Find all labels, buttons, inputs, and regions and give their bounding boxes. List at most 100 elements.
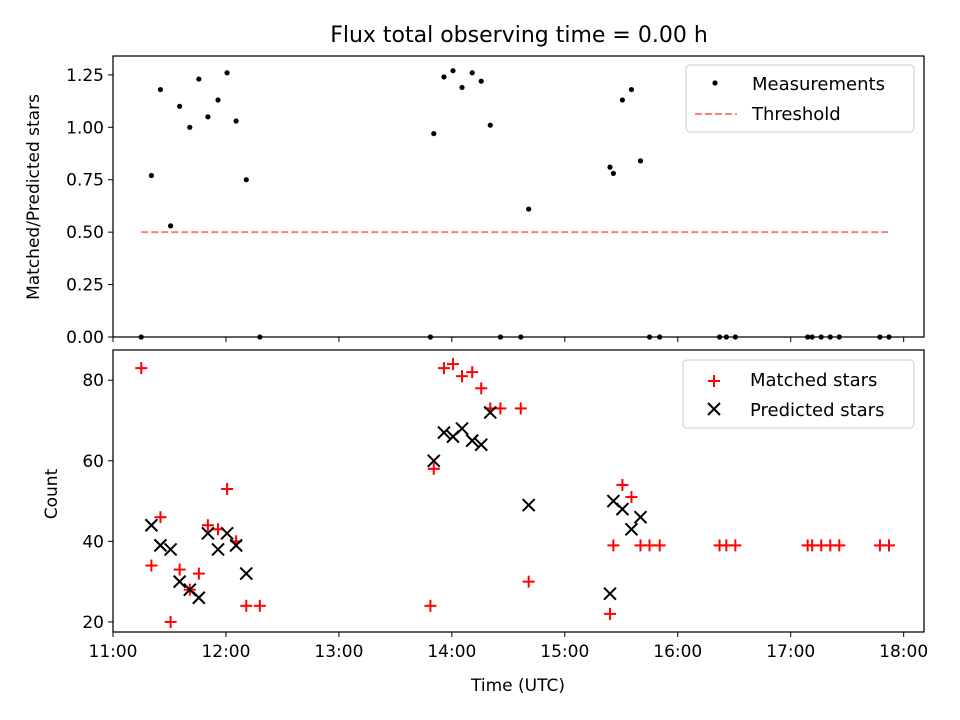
matched-stars-point: [475, 382, 488, 395]
bottom-legend: Matched stars Predicted stars: [682, 359, 915, 429]
matched-stars-point: [201, 519, 214, 532]
predicted-stars-point: [615, 502, 630, 516]
predicted-stars-point: [465, 433, 479, 448]
matched-stars-point: [135, 362, 148, 375]
bottom-series: [135, 358, 895, 628]
matched-stars-point: [427, 462, 440, 475]
legend-measurements-marker: [712, 80, 718, 86]
matched-stars-point: [446, 358, 459, 371]
predicted-stars-point: [427, 454, 441, 468]
bottom-x-tick-label: 13:00: [314, 642, 363, 662]
top-series: [138, 68, 892, 340]
bottom-x-tick-label: 14:00: [427, 642, 476, 662]
bottom-y-tick-label: 40: [82, 532, 104, 552]
top-y-tick-label: 1.25: [66, 66, 104, 86]
matched-stars-point: [494, 402, 507, 415]
bottom-x-tick-label: 12:00: [201, 642, 250, 662]
measurement-point: [526, 206, 532, 212]
predicted-stars-point: [201, 526, 215, 541]
matched-stars-point: [424, 599, 437, 612]
measurement-point: [469, 70, 475, 76]
measurement-point: [187, 124, 193, 130]
matched-stars-point: [625, 491, 638, 504]
measurement-point: [619, 97, 626, 103]
bottom-x-tick-label: 18:00: [879, 642, 928, 662]
predicted-stars-point: [172, 574, 187, 589]
top-y-axis-label: Matched/Predicted stars: [24, 94, 44, 300]
measurement-point: [628, 86, 635, 93]
bottom-x-tick-label: 17:00: [766, 642, 815, 662]
bottom-y-tick-label: 80: [82, 371, 104, 391]
measurement-point: [157, 86, 164, 93]
top-chart-title: Flux total observing time = 0.00 h: [330, 23, 708, 48]
top-y-tick-label: 0.00: [66, 328, 104, 348]
predicted-stars-point: [220, 526, 234, 541]
matched-stars-point: [514, 402, 527, 415]
legend-predicted-marker: [707, 402, 721, 416]
legend-measurements-label: Measurements: [752, 74, 885, 95]
matched-stars-point: [145, 559, 158, 572]
top-y-tick-label: 1.00: [66, 118, 104, 138]
matched-stars-point: [522, 575, 535, 588]
legend-predicted-label: Predicted stars: [750, 400, 884, 421]
top-y-tick-label: 0.25: [66, 276, 104, 296]
measurement-point: [196, 76, 202, 82]
top-plot: 0.00 0.25 0.50 0.75 1.00 1.25 Matched/Predict…: [24, 55, 925, 348]
measurement-point: [148, 172, 155, 179]
matched-stars-point: [456, 370, 469, 383]
predicted-stars-point: [624, 522, 639, 536]
predicted-stars-point: [455, 421, 469, 436]
matched-stars-point: [653, 539, 666, 552]
top-y-tick-label: 0.50: [66, 223, 104, 243]
matched-stars-point: [466, 366, 479, 379]
measurement-point: [637, 158, 644, 164]
matched-stars-point: [192, 567, 205, 580]
measurement-point: [487, 122, 493, 128]
top-legend: Measurements Threshold: [685, 64, 915, 133]
measurement-point: [478, 78, 484, 84]
measurement-point: [610, 170, 616, 177]
matched-stars-point: [221, 482, 234, 495]
predicted-stars-point: [144, 518, 159, 532]
matched-stars-point: [607, 539, 620, 552]
legend-matched-label: Matched stars: [750, 370, 877, 391]
predicted-stars-point: [483, 405, 497, 420]
top-ticks: 0.00 0.25 0.50 0.75 1.00 1.25: [66, 66, 905, 348]
matched-stars-point: [833, 539, 846, 552]
predicted-stars-point: [211, 542, 225, 557]
measurement-point: [243, 177, 249, 183]
matched-stars-point: [154, 511, 167, 524]
measurement-point: [233, 118, 239, 124]
top-axes-frame: [112, 55, 925, 338]
matched-stars-point: [173, 563, 186, 576]
predicted-stars-point: [521, 498, 536, 512]
predicted-stars-point: [163, 542, 178, 557]
matched-stars-point: [643, 539, 656, 552]
measurement-point: [431, 130, 437, 137]
measurement-point: [168, 223, 174, 229]
bottom-x-axis-label: Time (UTC): [470, 676, 565, 696]
measurement-point: [450, 68, 456, 74]
bottom-x-tick-label: 15:00: [540, 642, 589, 662]
matched-stars-point: [437, 362, 450, 375]
measurement-point: [205, 114, 211, 120]
measurement-point: [607, 164, 613, 170]
predicted-stars-point: [192, 591, 206, 605]
matched-stars-point: [240, 599, 253, 612]
predicted-stars-point: [603, 587, 617, 601]
legend-matched-marker: [708, 375, 720, 387]
predicted-stars-point: [229, 538, 243, 553]
bottom-y-axis-label: Count: [42, 468, 62, 519]
bottom-y-tick-label: 60: [82, 452, 104, 472]
measurement-point: [177, 103, 183, 109]
measurement-point: [441, 74, 447, 80]
bottom-axes-frame: [112, 349, 925, 633]
matched-stars-point: [603, 607, 616, 620]
predicted-stars-point: [153, 538, 168, 553]
bottom-x-tick-label: 16:00: [653, 642, 702, 662]
legend-threshold-label: Threshold: [751, 104, 841, 125]
predicted-stars-point: [437, 425, 451, 440]
bottom-legend-box: [682, 359, 915, 429]
bottom-ticks: 11:00 12:00 13:00 14:00 15:00 16:00 17:00 18:00…: [82, 371, 928, 662]
matched-stars-point: [164, 615, 177, 628]
